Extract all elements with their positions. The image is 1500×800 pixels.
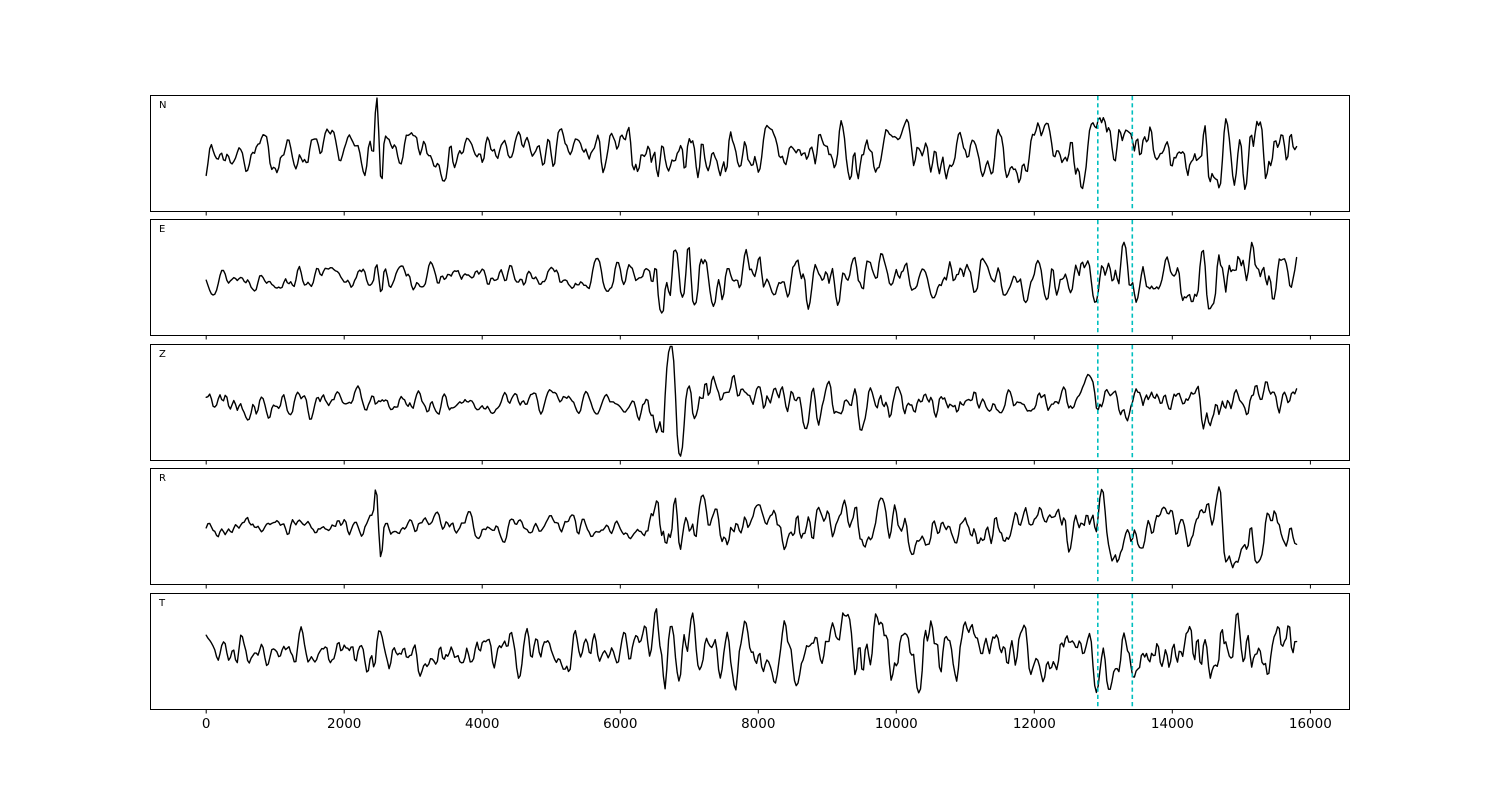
x-tick-label: 6000 <box>603 716 638 732</box>
waveform-path-n <box>205 97 1298 190</box>
panel-label-z: Z <box>159 349 166 360</box>
x-tick-label: 10000 <box>874 716 918 732</box>
x-axis-tick-labels: 0 2000 4000 6000 8000 10000 12000 14000 16000 <box>150 716 1350 734</box>
x-tick-label: 4000 <box>465 716 500 732</box>
waveform-path-e <box>205 241 1298 314</box>
waveform-plot-n <box>205 96 1311 216</box>
subplot-z: Z <box>150 344 1350 465</box>
x-tick-label: 12000 <box>1012 716 1056 732</box>
subplot-t: T <box>150 593 1350 714</box>
x-tick-label: 8000 <box>741 716 776 732</box>
x-tick-label: 16000 <box>1288 716 1332 732</box>
waveform-path-r <box>205 486 1298 569</box>
panel-label-n: N <box>159 100 167 111</box>
waveform-plot-e <box>205 220 1311 340</box>
panel-label-t: T <box>159 598 166 609</box>
subplot-n: N <box>150 95 1350 216</box>
subplot-r: R <box>150 468 1350 589</box>
waveform-plot-t <box>205 594 1311 714</box>
waveform-path-z <box>205 345 1298 457</box>
panel-label-e: E <box>159 224 166 235</box>
waveform-plot-r <box>205 469 1311 589</box>
x-tick-label: 14000 <box>1150 716 1194 732</box>
subplot-e: E <box>150 219 1350 340</box>
x-tick-label: 0 <box>201 716 211 732</box>
waveform-path-t <box>205 608 1298 694</box>
x-tick-label: 2000 <box>327 716 362 732</box>
panel-label-r: R <box>159 473 166 484</box>
waveform-plot-z <box>205 345 1311 465</box>
